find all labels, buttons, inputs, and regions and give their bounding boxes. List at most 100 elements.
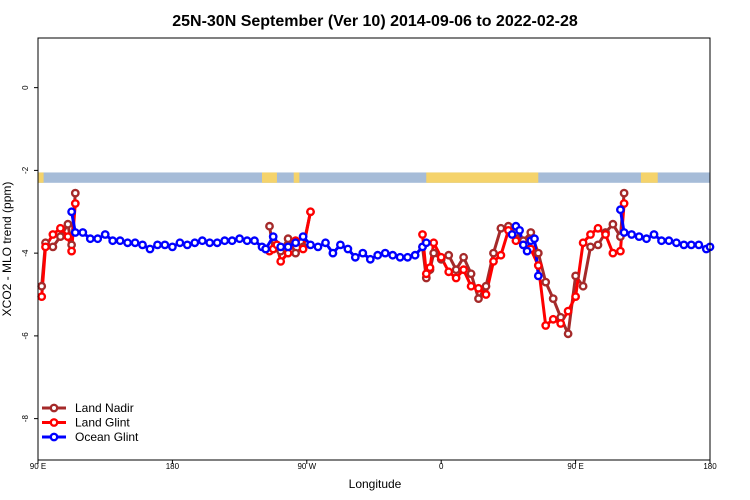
x-tick-label: 0 xyxy=(439,462,444,471)
ocean-glint-point xyxy=(321,238,330,248)
ocean-glint-point xyxy=(235,234,245,244)
y-tick-label: -2 xyxy=(21,166,30,174)
ocean-glint-point xyxy=(212,238,222,248)
land-glint-point xyxy=(481,290,491,299)
ocean-glint-point xyxy=(522,246,532,256)
ocean-glint-point xyxy=(642,234,651,244)
ocean-glint-point xyxy=(205,238,215,248)
ocean-glint-point xyxy=(421,238,431,248)
ocean-glint-point xyxy=(373,250,383,260)
ocean-glint-point xyxy=(85,234,95,244)
land-glint-point xyxy=(298,244,308,254)
ocean-glint-point xyxy=(276,242,286,252)
land-nadir-point xyxy=(474,294,483,303)
ocean-glint-point xyxy=(518,240,528,250)
land-band-segment xyxy=(426,172,539,183)
x-axis: 90 E 180 90 W 0 90 E 180 xyxy=(30,460,717,471)
land-nadir-point xyxy=(459,252,468,262)
ocean-glint-point xyxy=(619,228,629,237)
land-nadir-point xyxy=(265,221,274,231)
y-axis: 0 -2 -4 -6 -8 xyxy=(21,85,38,422)
ocean-glint-point xyxy=(227,236,237,246)
y-tick-label: -6 xyxy=(21,332,30,340)
ocean-glint-point xyxy=(313,242,323,252)
ocean-glint-point xyxy=(197,236,207,246)
land-glint-point xyxy=(418,230,427,239)
land-ocean-mask-band xyxy=(38,172,710,183)
ocean-glint-point xyxy=(365,254,375,264)
x-tick-label: 90 E xyxy=(30,462,46,471)
ocean-glint-point xyxy=(123,238,133,248)
land-nadir-line xyxy=(421,192,626,336)
land-glint-point xyxy=(41,242,50,252)
ocean-glint-point xyxy=(403,252,412,262)
ocean-glint-point xyxy=(306,240,315,250)
land-nadir-point xyxy=(451,265,461,275)
ocean-glint-point xyxy=(634,232,644,242)
land-nadir-point xyxy=(586,242,595,252)
ocean-glint-point xyxy=(160,240,170,250)
ocean-glint-point xyxy=(78,228,88,237)
ocean-glint-point xyxy=(130,238,140,248)
x-tick-label: 90 W xyxy=(297,462,316,471)
ocean-glint-point xyxy=(388,250,398,260)
y-tick-label: -4 xyxy=(21,249,30,257)
land-nadir-point xyxy=(619,188,629,198)
ocean-glint-point xyxy=(350,252,360,262)
legend-ocean-glint-label: Ocean Glint xyxy=(75,430,139,444)
land-nadir-point xyxy=(466,269,476,279)
land-glint-point xyxy=(429,238,439,248)
land-band-segment xyxy=(293,172,300,183)
ocean-glint-point xyxy=(220,236,230,246)
land-nadir-point xyxy=(70,188,80,198)
land-nadir-point xyxy=(48,242,58,252)
x-tick-label: 180 xyxy=(166,462,180,471)
land-glint-point xyxy=(70,199,80,208)
ocean-glint-point xyxy=(261,244,271,254)
land-glint-point xyxy=(474,283,483,293)
ocean-glint-point xyxy=(93,234,103,244)
land-nadir-point xyxy=(533,248,543,258)
ocean-glint-point xyxy=(380,248,390,258)
x-tick-label: 90 E xyxy=(567,462,583,471)
ocean-glint-point xyxy=(67,207,77,217)
ocean-glint-point xyxy=(649,230,659,239)
ocean-glint-point xyxy=(328,248,338,258)
land-band-segment xyxy=(640,172,658,183)
land-glint-point xyxy=(578,238,588,248)
ocean-glint-point xyxy=(298,232,308,242)
series-group xyxy=(37,188,715,339)
ocean-glint-point xyxy=(533,271,543,281)
ocean-glint-point xyxy=(664,236,674,246)
ocean-glint-point xyxy=(70,228,80,237)
ocean-glint-point xyxy=(694,240,704,250)
legend-ocean-glint-marker xyxy=(49,432,59,442)
land-nadir-point xyxy=(37,281,47,291)
legend-land-glint-label: Land Glint xyxy=(75,416,130,430)
land-glint-point xyxy=(556,319,566,328)
land-nadir-point xyxy=(63,219,73,229)
ocean-glint-point xyxy=(250,236,259,246)
land-glint-point xyxy=(37,292,47,301)
land-glint-point xyxy=(306,207,315,217)
land-nadir-point xyxy=(291,248,300,258)
y-axis-label: XCO2 - MLO trend (ppm) xyxy=(0,182,14,317)
ocean-band xyxy=(38,172,710,183)
land-nadir-point xyxy=(563,329,573,339)
land-nadir-point xyxy=(578,281,588,291)
ocean-glint-point xyxy=(190,238,200,248)
ocean-glint-point xyxy=(686,240,696,250)
land-glint-point xyxy=(586,230,595,239)
land-glint-point xyxy=(563,306,573,316)
ocean-glint-point xyxy=(343,244,353,254)
land-glint-point xyxy=(466,281,476,291)
land-glint-point xyxy=(63,232,73,242)
ocean-glint-point xyxy=(138,240,147,250)
land-nadir-point xyxy=(608,219,618,229)
land-glint-point xyxy=(67,246,77,256)
land-glint-point xyxy=(541,321,551,330)
land-glint-point xyxy=(619,199,629,208)
ocean-glint-point xyxy=(672,238,681,248)
